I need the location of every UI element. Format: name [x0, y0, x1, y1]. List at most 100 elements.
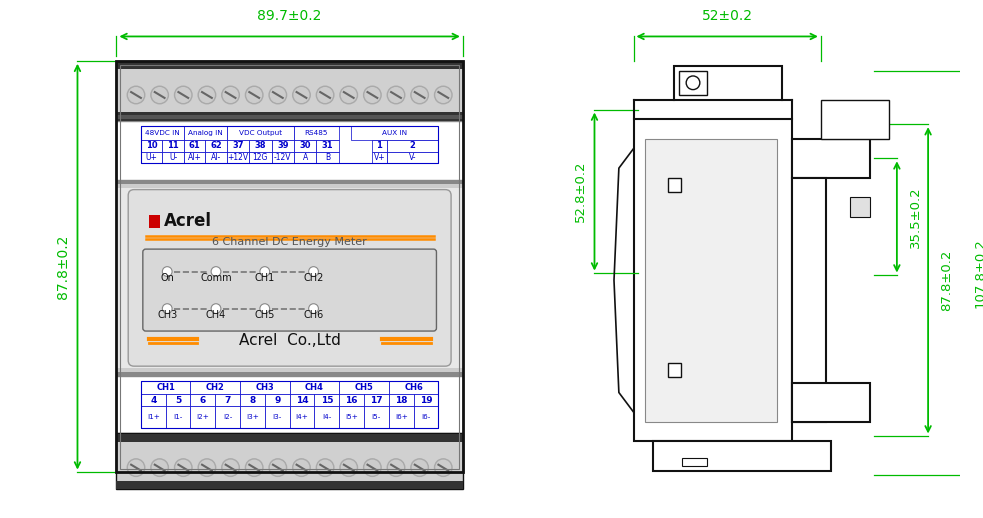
- Circle shape: [293, 86, 311, 104]
- Text: 89.7±0.2: 89.7±0.2: [258, 9, 321, 23]
- Circle shape: [317, 459, 334, 477]
- Text: CH6: CH6: [404, 383, 423, 392]
- Text: 30: 30: [300, 141, 311, 150]
- Bar: [389, 381, 438, 394]
- Bar: [184, 140, 205, 152]
- Bar: [373, 152, 386, 163]
- Bar: [117, 372, 463, 376]
- Circle shape: [211, 304, 221, 313]
- Bar: [117, 121, 463, 180]
- Circle shape: [270, 461, 285, 475]
- Text: 16: 16: [345, 396, 358, 405]
- Bar: [240, 406, 264, 428]
- Circle shape: [436, 461, 450, 475]
- Text: 12G: 12G: [253, 153, 268, 162]
- Circle shape: [269, 459, 287, 477]
- Bar: [317, 152, 339, 163]
- Circle shape: [411, 459, 429, 477]
- Bar: [141, 381, 191, 394]
- Bar: [339, 394, 364, 406]
- Text: VDC Output: VDC Output: [239, 130, 282, 136]
- Bar: [117, 180, 463, 184]
- Text: CH3: CH3: [256, 383, 274, 392]
- Bar: [351, 126, 438, 140]
- Bar: [227, 152, 249, 163]
- Bar: [191, 394, 215, 406]
- Bar: [141, 381, 438, 428]
- Text: +12V: +12V: [227, 153, 249, 162]
- Text: 1: 1: [376, 141, 382, 150]
- Text: 52±0.2: 52±0.2: [702, 9, 753, 23]
- Circle shape: [309, 267, 318, 277]
- Circle shape: [317, 86, 334, 104]
- Bar: [117, 435, 463, 442]
- Text: V+: V+: [374, 153, 385, 162]
- Bar: [339, 406, 364, 428]
- Bar: [414, 394, 438, 406]
- Bar: [166, 394, 191, 406]
- Circle shape: [341, 88, 356, 102]
- Text: I2-: I2-: [223, 414, 232, 420]
- Circle shape: [127, 459, 145, 477]
- Bar: [294, 152, 317, 163]
- Circle shape: [270, 88, 285, 102]
- Bar: [339, 381, 389, 394]
- Bar: [205, 152, 227, 163]
- Bar: [141, 406, 166, 428]
- Bar: [191, 406, 215, 428]
- Bar: [645, 139, 777, 422]
- Text: I1+: I1+: [146, 414, 159, 420]
- Circle shape: [388, 461, 403, 475]
- Circle shape: [686, 76, 700, 90]
- Bar: [141, 126, 438, 163]
- Circle shape: [127, 86, 145, 104]
- Text: 107.8±0.2: 107.8±0.2: [974, 238, 983, 308]
- Circle shape: [412, 88, 427, 102]
- Text: Analog IN: Analog IN: [188, 130, 222, 136]
- Circle shape: [434, 459, 452, 477]
- Text: I3+: I3+: [246, 414, 259, 420]
- Circle shape: [200, 88, 214, 102]
- Circle shape: [260, 267, 269, 277]
- Text: 14: 14: [296, 396, 309, 405]
- Text: 8: 8: [250, 396, 256, 405]
- Text: 4: 4: [150, 396, 156, 405]
- Bar: [166, 406, 191, 428]
- Circle shape: [412, 461, 427, 475]
- Circle shape: [222, 459, 239, 477]
- Bar: [117, 61, 463, 69]
- Circle shape: [388, 88, 403, 102]
- Circle shape: [223, 461, 238, 475]
- Circle shape: [175, 86, 192, 104]
- Text: 61: 61: [189, 141, 201, 150]
- Text: CH2: CH2: [205, 383, 225, 392]
- Text: 7: 7: [224, 396, 231, 405]
- Bar: [117, 368, 463, 372]
- Text: Acrel  Co.,Ltd: Acrel Co.,Ltd: [239, 333, 340, 348]
- Text: I6-: I6-: [422, 414, 431, 420]
- Circle shape: [162, 267, 172, 277]
- Text: -12V: -12V: [274, 153, 292, 162]
- Text: 48VDC IN: 48VDC IN: [145, 130, 180, 136]
- Text: 9: 9: [274, 396, 280, 405]
- Bar: [653, 441, 831, 470]
- Text: CH5: CH5: [355, 383, 374, 392]
- Bar: [184, 152, 205, 163]
- Circle shape: [318, 461, 332, 475]
- Bar: [227, 126, 294, 140]
- Bar: [667, 178, 681, 192]
- Text: CH3: CH3: [157, 310, 177, 320]
- Circle shape: [150, 86, 168, 104]
- Bar: [117, 116, 463, 119]
- Bar: [414, 406, 438, 428]
- Text: AI-: AI-: [211, 153, 221, 162]
- Text: 2: 2: [410, 141, 416, 150]
- Text: I1-: I1-: [173, 414, 183, 420]
- Bar: [191, 381, 240, 394]
- Bar: [184, 126, 227, 140]
- Bar: [364, 406, 389, 428]
- Text: I6+: I6+: [395, 414, 408, 420]
- Bar: [850, 197, 870, 217]
- Bar: [317, 140, 339, 152]
- Text: I4-: I4-: [322, 414, 331, 420]
